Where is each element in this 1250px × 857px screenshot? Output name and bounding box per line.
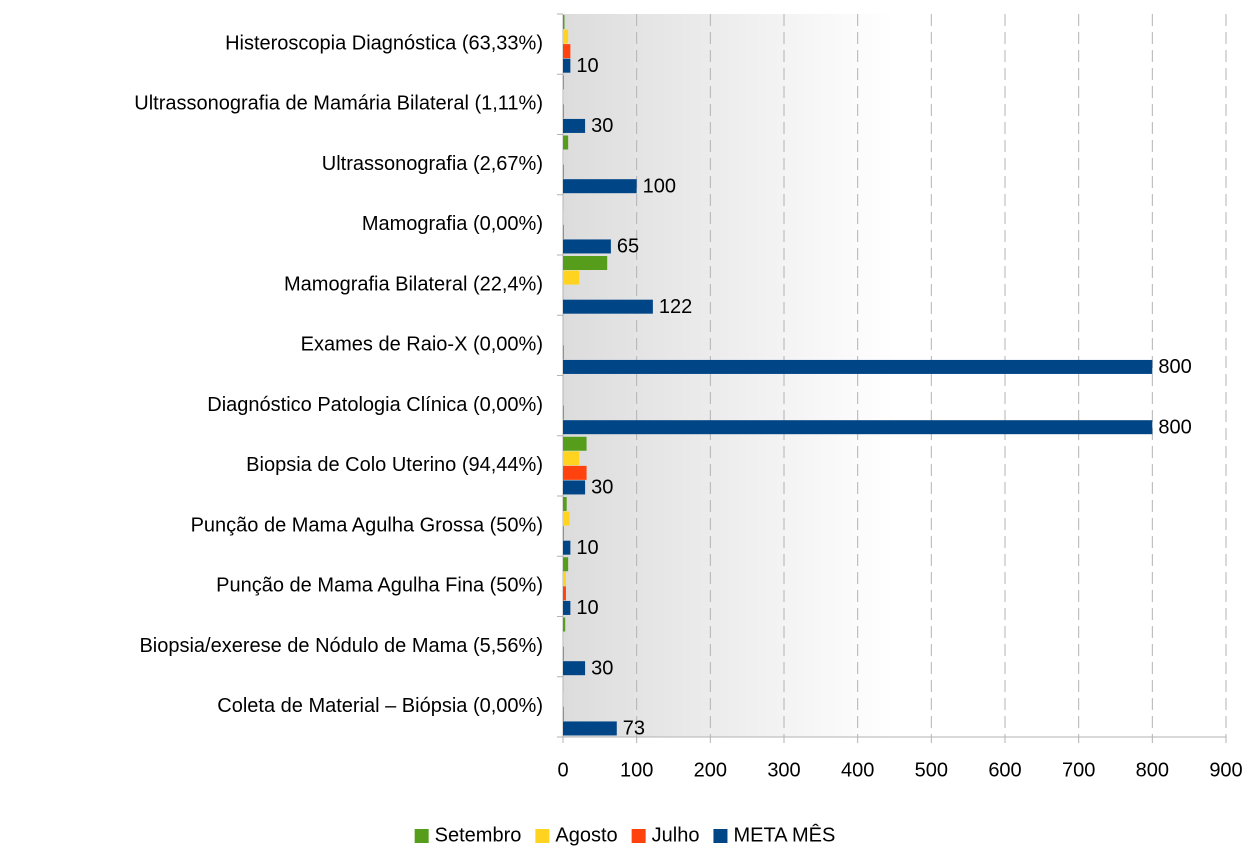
bar [563, 661, 586, 676]
data-label: 122 [659, 296, 692, 318]
data-label: 10 [576, 597, 598, 619]
x-tick-label: 400 [841, 759, 874, 781]
bar [563, 451, 580, 466]
data-label: 30 [591, 115, 613, 137]
data-label: 73 [623, 718, 645, 740]
bar [563, 239, 611, 254]
bar [563, 497, 567, 511]
y-tick-label: Biopsia/exerese de Nódulo de Mama (5,56%… [139, 635, 543, 657]
bar [563, 256, 608, 270]
y-tick-label: Exames de Raio-X (0,00%) [301, 334, 543, 356]
data-label: 30 [591, 657, 613, 679]
x-tick-label: 0 [557, 759, 568, 781]
bar [563, 646, 564, 661]
x-tick-label: 800 [1136, 759, 1169, 781]
bar [563, 465, 587, 480]
x-tick-label: 100 [620, 759, 653, 781]
legend-label: Julho [652, 824, 700, 846]
legend: Setembro Agosto Julho META MÊS [414, 823, 835, 846]
x-tick-label: 500 [915, 759, 948, 781]
bar [563, 706, 564, 721]
legend-swatch [535, 829, 550, 843]
bar [563, 224, 564, 239]
bar [563, 118, 586, 133]
legend-swatch [414, 829, 429, 843]
bar [563, 586, 566, 601]
x-tick-label: 900 [1209, 759, 1242, 781]
bar [563, 164, 564, 179]
x-tick-label: 600 [988, 759, 1021, 781]
bar [563, 58, 571, 73]
data-label: 30 [591, 477, 613, 499]
x-tick-label: 700 [1062, 759, 1095, 781]
y-tick-label: Histeroscopia Diagnóstica (63,33%) [225, 32, 543, 54]
bar [563, 511, 570, 526]
legend-swatch [713, 829, 728, 843]
bar [563, 600, 571, 615]
data-label: 800 [1158, 416, 1191, 438]
bar [563, 721, 617, 736]
bar [563, 29, 569, 44]
bar [563, 210, 564, 225]
legend-label: META MÊS [733, 823, 835, 846]
y-tick-label: Diagnóstico Patologia Clínica (0,00%) [207, 394, 543, 416]
legend-swatch [631, 829, 646, 843]
y-tick-label: Punção de Mama Agulha Fina (50%) [216, 575, 543, 597]
bar [563, 299, 653, 314]
y-tick-label: Ultrassonografia de Mamária Bilateral (1… [134, 93, 543, 115]
bar [563, 405, 564, 420]
bar [563, 270, 580, 285]
bar [563, 436, 587, 451]
bar [563, 632, 564, 647]
y-tick-label: Ultrassonografia (2,67%) [322, 153, 543, 175]
bar [563, 617, 566, 632]
bar [563, 150, 564, 165]
y-tick-label: Mamografia (0,00%) [362, 213, 543, 235]
bar [563, 557, 569, 572]
bar [563, 692, 564, 707]
bar [563, 44, 571, 59]
y-tick-label: Biopsia de Colo Uterino (94,44%) [246, 454, 543, 476]
bar [563, 480, 586, 495]
y-tick-label: Mamografia Bilateral (22,4%) [284, 273, 543, 295]
bar [563, 179, 637, 194]
y-tick-label: Coleta de Material – Biópsia (0,00%) [217, 695, 543, 717]
legend-label: Setembro [435, 824, 522, 846]
legend-label: Agosto [555, 824, 617, 846]
bar [563, 75, 564, 90]
data-label: 100 [643, 175, 676, 197]
x-tick-label: 300 [767, 759, 800, 781]
bar [563, 420, 1153, 435]
data-label: 800 [1158, 356, 1191, 378]
bar [563, 540, 571, 555]
data-label: 10 [576, 55, 598, 77]
bar [563, 89, 564, 104]
y-tick-label: Punção de Mama Agulha Grossa (50%) [191, 514, 543, 536]
bar [563, 571, 566, 586]
bar [563, 359, 1153, 374]
bar [563, 526, 564, 541]
bar [563, 135, 569, 150]
data-label: 65 [617, 236, 639, 258]
plot-background [563, 14, 1226, 737]
bar [563, 15, 565, 29]
x-tick-label: 200 [694, 759, 727, 781]
bar [563, 345, 564, 360]
data-label: 10 [576, 537, 598, 559]
bar [563, 104, 564, 119]
